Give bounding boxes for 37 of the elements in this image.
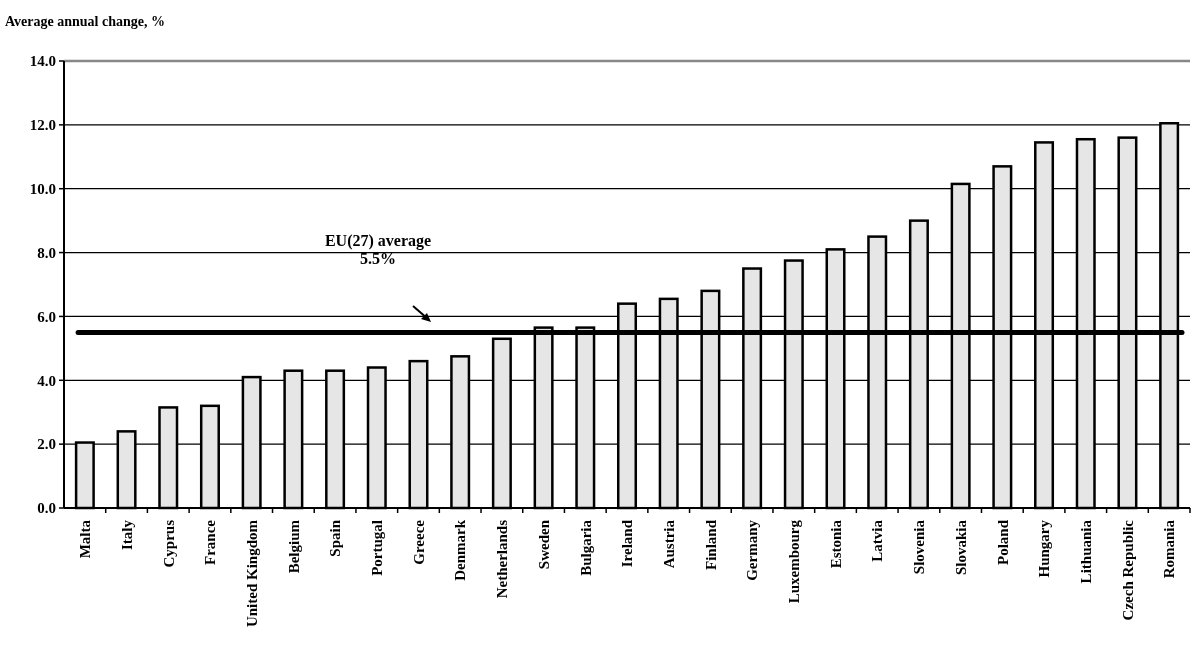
y-tick-label: 4.0	[37, 372, 56, 389]
x-tick-label: Slovakia	[952, 519, 969, 576]
x-tick-label: Austria	[660, 519, 677, 569]
x-tick-label: Czech Republic	[1119, 519, 1136, 621]
x-tick-label: Estonia	[827, 519, 844, 569]
x-tick-label: Ireland	[619, 519, 636, 568]
y-tick-label: 14.0	[29, 53, 56, 70]
x-tick-label: Italy	[118, 519, 135, 550]
y-tick-label: 2.0	[37, 436, 56, 453]
y-tick-label: 6.0	[37, 308, 56, 325]
x-tick-label: Luxembourg	[786, 519, 803, 604]
y-axis-title: Average annual change, %	[5, 14, 165, 29]
ref-line-label: EU(27) average 5.5%	[324, 232, 432, 267]
y-tick-label: 12.0	[29, 117, 56, 134]
x-tick-label: Slovenia	[911, 519, 928, 575]
y-tick-label: 8.0	[37, 244, 56, 261]
x-tick-label: Greece	[410, 519, 427, 565]
x-tick-label: Germany	[744, 519, 761, 581]
x-tick-label: Romania	[1161, 519, 1178, 579]
x-tick-label: Bulgaria	[577, 519, 594, 576]
x-tick-label: Lithuania	[1077, 519, 1094, 584]
x-tick-label: United Kingdom	[243, 519, 260, 628]
y-tick-label: 0.0	[37, 500, 56, 517]
x-tick-label: Malta	[77, 519, 94, 559]
x-tick-label: Poland	[994, 519, 1011, 566]
x-tick-label: Netherlands	[494, 519, 511, 599]
x-tick-label: Belgium	[285, 519, 302, 574]
y-tick-label: 10.0	[29, 180, 56, 197]
x-tick-label: Hungary	[1036, 519, 1053, 578]
x-tick-label: Finland	[702, 519, 719, 571]
x-tick-label: Portugal	[369, 520, 386, 576]
x-tick-label: Latvia	[869, 519, 886, 562]
x-tick-label: Spain	[327, 519, 344, 557]
x-tick-label: France	[202, 519, 219, 565]
x-tick-label: Sweden	[535, 519, 552, 570]
x-tick-label: Denmark	[452, 519, 469, 581]
x-tick-label: Cyprus	[160, 519, 177, 568]
